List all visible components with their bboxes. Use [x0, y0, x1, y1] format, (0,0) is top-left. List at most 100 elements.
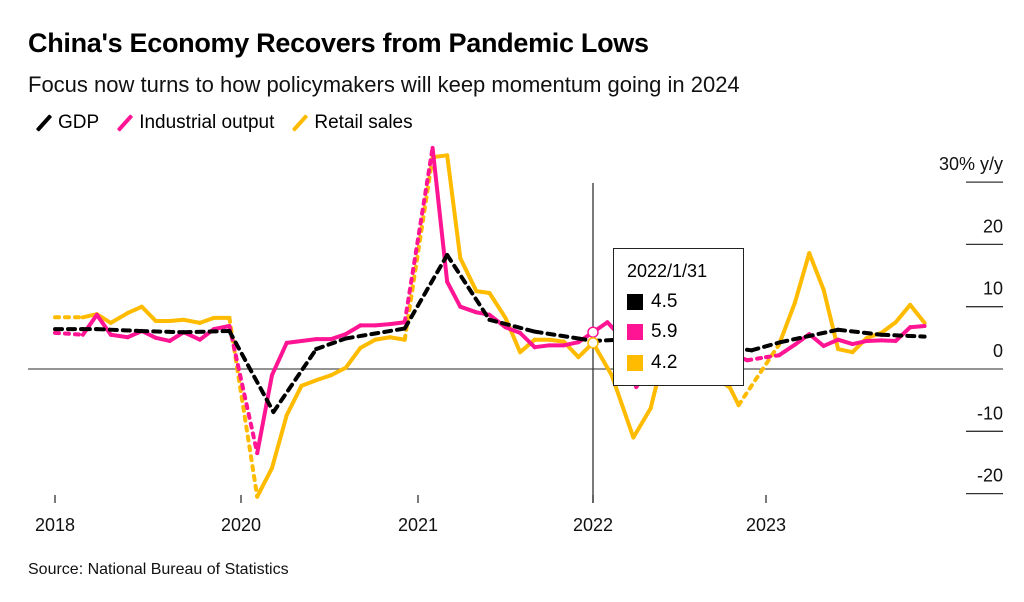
legend-label: Retail sales	[314, 112, 413, 133]
series-segment-retail-sales	[125, 304, 144, 315]
series-segment-retail-sales	[727, 385, 741, 408]
series-segment-industrial-output	[503, 325, 523, 335]
series-segment-industrial-output	[893, 325, 913, 343]
series-segment-retail-sales	[879, 320, 898, 335]
series-segment-gdp	[749, 340, 783, 353]
series-segment-industrial-output	[864, 338, 884, 343]
legend-item-gdp[interactable]: GDP	[35, 112, 100, 134]
series-segment-gdp	[402, 252, 450, 331]
y-tick-label: -10	[977, 403, 1003, 423]
series-segment-retail-sales	[547, 337, 566, 344]
series-segment-retail-sales	[108, 310, 130, 325]
tooltip-row-gdp: 4.5	[627, 291, 677, 313]
series-segment-retail-sales	[893, 302, 913, 325]
series-segment-industrial-output	[153, 335, 172, 343]
series-segment-industrial-output	[402, 145, 435, 325]
series-segment-retail-sales	[792, 251, 812, 305]
chart-title: China's Economy Recovers from Pandemic L…	[28, 28, 649, 58]
hover-tooltip: 2022/1/31 4.5 5.9 4.2	[613, 248, 744, 386]
series-segment-industrial-output	[299, 337, 319, 343]
series-segment-retail-sales	[255, 466, 274, 499]
series-segment-gdp	[271, 347, 319, 414]
series-segment-gdp	[343, 326, 407, 341]
y-tick-label: 20	[983, 216, 1003, 236]
series-segment-retail-sales	[314, 373, 333, 383]
series-segment-retail-sales	[139, 304, 158, 324]
series-segment-gdp	[778, 327, 841, 345]
series-segment-retail-sales	[343, 345, 363, 370]
series-segment-gdp	[314, 336, 348, 352]
legend-label: GDP	[58, 112, 100, 133]
series-segment-industrial-output	[80, 312, 99, 337]
series-segment-industrial-output	[255, 373, 274, 456]
series-segment-industrial-output	[850, 338, 869, 347]
series-segment-retail-sales	[299, 378, 319, 388]
series-segment-retail-sales	[387, 335, 407, 342]
tooltip-swatch-gdp	[627, 294, 643, 310]
series-segment-industrial-output	[532, 343, 552, 350]
series-segment-industrial-output	[108, 332, 130, 340]
tooltip-date: 2022/1/31	[627, 261, 708, 281]
series-segment-industrial-output	[227, 324, 260, 456]
series-segment-retail-sales	[358, 337, 378, 350]
series-segment-retail-sales	[736, 342, 781, 408]
tooltip-swatch-industrial-output	[627, 324, 643, 340]
series-segment-gdp	[445, 252, 492, 322]
series-segment-retail-sales	[631, 406, 653, 440]
legend-item-industrial-output[interactable]: Industrial output	[117, 112, 274, 134]
series-segment-industrial-output	[343, 323, 363, 337]
series-segment-gdp	[138, 328, 186, 335]
series-segment-industrial-output	[458, 304, 479, 315]
series-segment-industrial-output	[373, 322, 392, 328]
series-segment-retail-sales	[518, 337, 537, 355]
series-segment-gdp	[532, 329, 581, 341]
series-segment-industrial-output	[561, 340, 581, 348]
series-segment-industrial-output	[908, 324, 927, 330]
y-tick-label: 10	[983, 279, 1003, 299]
series-segment-retail-sales	[908, 302, 927, 325]
tooltip-swatch-retail-sales	[627, 355, 643, 371]
series-segment-industrial-output	[211, 324, 232, 332]
series-segment-retail-sales	[373, 335, 392, 342]
legend-item-retail-sales[interactable]: Retail sales	[292, 112, 413, 134]
legend: GDP Industrial output Retail sales	[35, 112, 431, 134]
legend-label: Industrial output	[139, 112, 275, 133]
x-tick-label: 2018	[35, 515, 75, 535]
series-segment-retail-sales	[402, 155, 435, 342]
series-segment-industrial-output	[836, 337, 855, 347]
x-tick-label: 2020	[221, 515, 261, 535]
series-segment-industrial-output	[776, 342, 797, 358]
series-segment-industrial-output	[269, 340, 289, 378]
series-segment-retail-sales	[181, 317, 202, 325]
tooltip-value-industrial-output: 5.9	[651, 321, 678, 342]
source-note: Source: National Bureau of Statistics	[28, 561, 289, 578]
series-segment-retail-sales	[591, 340, 614, 378]
series-segment-industrial-output	[745, 355, 768, 363]
series-segment-industrial-output	[284, 338, 304, 345]
series-segment-industrial-output	[53, 330, 85, 337]
series-segment-retail-sales	[284, 383, 304, 418]
series-segment-industrial-output	[879, 338, 898, 343]
x-tick-label: 2021	[398, 515, 438, 535]
tooltip-row-retail-sales: 4.2	[627, 352, 677, 374]
series-segment-retail-sales	[269, 413, 289, 471]
series-segment-industrial-output	[764, 353, 781, 360]
series-segment-gdp	[94, 327, 143, 333]
series-segment-industrial-output	[518, 330, 537, 350]
series-segment-gdp	[487, 317, 537, 334]
hover-marker-industrial-output	[587, 326, 599, 338]
series-segment-gdp	[227, 328, 276, 414]
series-segment-retail-sales	[474, 289, 492, 295]
x-tick-label: 2022	[573, 515, 613, 535]
series-segment-industrial-output	[445, 279, 463, 309]
tooltip-value-retail-sales: 4.2	[651, 352, 678, 373]
series-segment-gdp	[181, 328, 232, 335]
series-segment-retail-sales	[807, 251, 826, 292]
hover-marker-retail-sales	[587, 337, 599, 349]
y-tick-label: -20	[977, 466, 1003, 486]
series-segment-retail-sales	[487, 290, 508, 320]
tooltip-row-industrial-output: 5.9	[627, 321, 677, 343]
y-tick-label: 30% y/y	[939, 154, 1003, 174]
series-segment-retail-sales	[836, 347, 855, 355]
